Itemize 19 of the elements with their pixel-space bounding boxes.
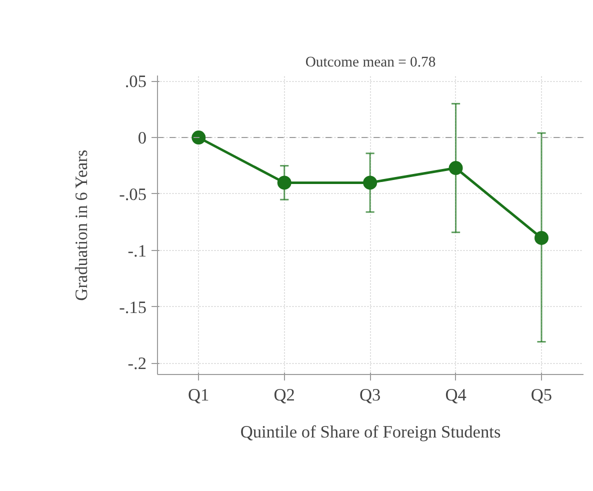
point — [192, 130, 206, 145]
y-tick-label: .05 — [124, 72, 147, 92]
y-tick-label: -.05 — [119, 184, 147, 204]
x-tick-label: Q4 — [445, 386, 467, 404]
y-tick-label: -.15 — [119, 298, 147, 317]
y-tick-label: 0 — [138, 128, 147, 148]
point — [534, 230, 548, 245]
point — [363, 176, 378, 190]
y-tick-label: -.1 — [128, 241, 147, 260]
point — [448, 161, 463, 176]
x-tick-label: Q1 — [188, 386, 210, 404]
chart-subtitle: Outcome mean = 0.78 — [305, 54, 436, 70]
x-tick-label: Q2 — [274, 386, 295, 404]
y-axis-title: Graduation in 6 Years — [72, 150, 92, 301]
x-tick-label: Q3 — [359, 386, 381, 404]
point — [277, 176, 292, 190]
y-tick-label: -.2 — [128, 354, 147, 374]
x-tick-label: Q5 — [530, 386, 552, 404]
x-axis-title: Quintile of Share of Foreign Students — [240, 422, 501, 442]
